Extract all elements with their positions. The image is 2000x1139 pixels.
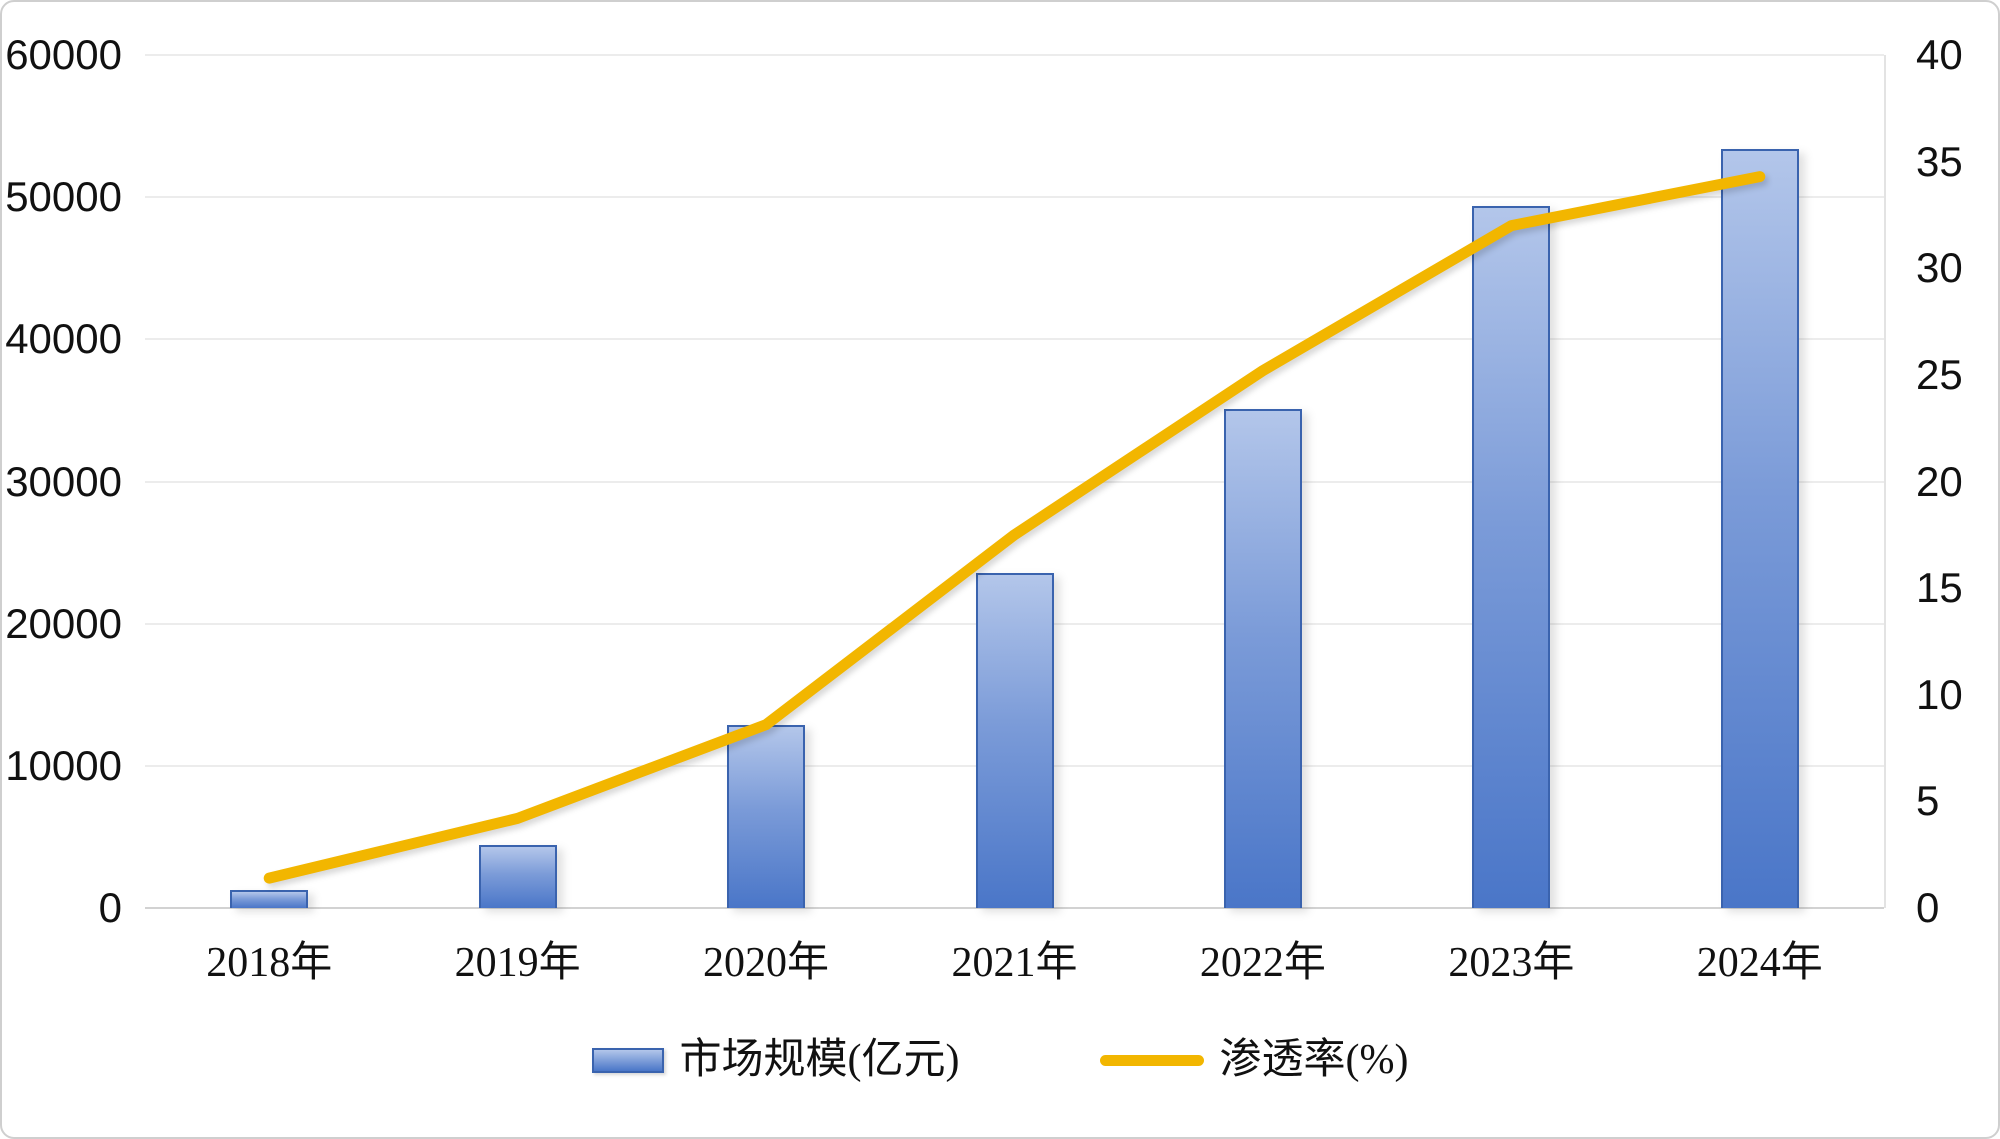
gridline [145, 338, 1884, 341]
legend: 市场规模(亿元) 渗透率(%) [0, 1032, 2000, 1088]
x-axis-label: 2023年 [1448, 940, 1575, 986]
right-axis-tick: 15 [1916, 564, 1963, 612]
left-axis-tick: 40000 [5, 315, 122, 363]
right-axis-tick: 40 [1916, 31, 1963, 78]
legend-label-market-size: 市场规模(亿元) [679, 1037, 960, 1083]
left-axis-tick: 30000 [5, 457, 122, 505]
penetration-line [263, 171, 1766, 884]
legend-item-market-size: 市场规模(亿元) [591, 1032, 960, 1088]
x-axis-label: 2022年 [1199, 940, 1326, 986]
gridline [145, 480, 1884, 483]
right-axis-tick: 5 [1916, 777, 1940, 825]
left-axis-tick: 50000 [5, 173, 122, 221]
gridline [145, 196, 1884, 199]
right-axis-tick: 20 [1916, 457, 1963, 505]
left-axis-tick: 10000 [5, 741, 122, 789]
x-axis-label: 2019年 [454, 940, 581, 986]
bar-2024年 [1720, 148, 1799, 908]
x-axis-label: 2020年 [703, 940, 830, 986]
left-axis-tick: 20000 [5, 599, 122, 647]
right-axis-tick: 10 [1916, 670, 1963, 718]
legend-line-swatch-icon [1099, 1054, 1204, 1066]
right-axis-tick: 30 [1916, 244, 1963, 292]
x-axis-label: 2018年 [206, 940, 333, 986]
bar-2019年 [478, 845, 557, 908]
left-axis-tick: 0 [98, 884, 122, 931]
left-axis-tick: 60000 [5, 31, 122, 78]
legend-item-penetration: 渗透率(%) [1099, 1032, 1409, 1088]
legend-bar-swatch-icon [591, 1047, 664, 1073]
right-axis-tick: 35 [1916, 137, 1963, 185]
x-axis-baseline [145, 907, 1884, 909]
bar-2018年 [230, 889, 309, 908]
plot-area [145, 54, 1886, 909]
x-axis-label: 2024年 [1696, 940, 1823, 986]
legend-label-penetration: 渗透率(%) [1219, 1037, 1409, 1083]
x-axis-label: 2021年 [951, 940, 1078, 986]
right-axis-tick: 0 [1916, 884, 1940, 931]
bar-2023年 [1472, 205, 1551, 908]
bar-2022年 [1223, 409, 1302, 908]
bar-2021年 [975, 572, 1054, 908]
right-axis-tick: 25 [1916, 350, 1963, 398]
gridline [145, 54, 1884, 56]
